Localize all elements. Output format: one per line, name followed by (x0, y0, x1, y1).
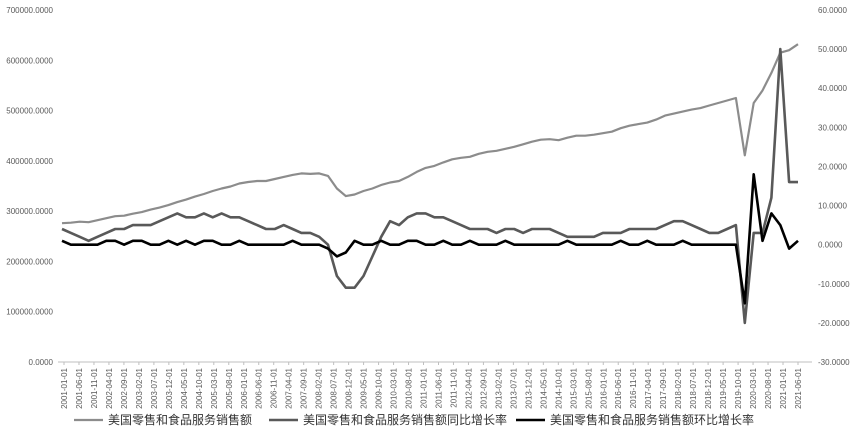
left-tick-label: 500000.0000 (6, 107, 53, 116)
x-tick-label: 2013-12-01 (524, 367, 533, 408)
x-tick-label: 2008-02-01 (315, 367, 324, 408)
x-tick-label: 2016-11-01 (629, 367, 638, 408)
x-tick-label: 2021-01-01 (779, 367, 788, 408)
legend-item-yoy[interactable]: 美国零售和食品服务销售额同比增长率 (269, 412, 507, 427)
x-tick-label: 2010-08-01 (405, 367, 414, 408)
x-tick-label: 2006-01-01 (240, 367, 249, 408)
legend-label-yoy: 美国零售和食品服务销售额同比增长率 (303, 412, 507, 427)
left-tick-label: 100000.0000 (6, 308, 53, 317)
x-tick-label: 2017-04-01 (644, 367, 653, 408)
x-tick-label: 2019-05-01 (719, 367, 728, 408)
x-tick-label: 2006-06-01 (255, 367, 264, 408)
x-tick-label: 2018-02-01 (674, 367, 683, 408)
x-tick-label: 2003-02-01 (135, 367, 144, 408)
x-tick-label: 2011-01-01 (420, 367, 429, 408)
series-line-sales (61, 43, 799, 225)
x-tick-label: 2012-04-01 (464, 367, 473, 408)
right-axis-ticks: -30.0000 -20.0000 -10.0000 0.0000 10.0000 20.… (818, 6, 850, 367)
legend-label-mom: 美国零售和食品服务销售额环比增长率 (550, 412, 754, 427)
legend: 美国零售和食品服务销售额 美国零售和食品服务销售额同比增长率 美国零售和食品服务… (74, 412, 754, 427)
left-tick-label: 200000.0000 (6, 257, 53, 266)
x-tick-label: 2014-10-01 (554, 367, 563, 408)
x-tick-label: 2020-08-01 (764, 367, 773, 408)
x-tick-label: 2007-09-01 (300, 367, 309, 408)
x-tick-label: 2014-05-01 (539, 367, 548, 408)
x-tick-label: 2013-02-01 (494, 367, 503, 408)
x-tick-label: 2010-03-01 (390, 367, 399, 408)
left-tick-label: 600000.0000 (6, 56, 53, 65)
x-tick-label: 2018-07-01 (689, 367, 698, 408)
x-tick-label: 2001-11-01 (90, 367, 99, 408)
x-tick-label: 2002-09-01 (120, 367, 129, 408)
x-tick-label: 2009-10-01 (375, 367, 384, 408)
x-tick-label: 2021-06-01 (794, 367, 803, 408)
x-tick-label: 2003-07-01 (150, 367, 159, 408)
left-tick-label: 700000.0000 (6, 6, 53, 15)
x-tick-label: 2008-07-01 (330, 367, 339, 408)
series-line-mom (61, 173, 799, 305)
x-tick-label: 2019-10-01 (734, 367, 743, 408)
right-tick-label: 30.0000 (818, 123, 847, 132)
x-tick-label: 2015-08-01 (584, 367, 593, 408)
x-tick-label: 2005-03-01 (210, 367, 219, 408)
x-tick-label: 2003-12-01 (165, 367, 174, 408)
left-tick-label: 400000.0000 (6, 157, 53, 166)
left-axis-ticks: 0.0000 100000.0000 200000.0000 300000.0000 4… (6, 6, 53, 367)
right-tick-label: -10.0000 (818, 280, 850, 289)
x-tick-label: 2007-04-01 (285, 367, 294, 408)
x-tick-label: 2001-01-01 (60, 367, 69, 408)
x-tick-label: 2020-03-01 (749, 367, 758, 408)
x-tick-label: 2016-06-01 (614, 367, 623, 408)
x-tick-label: 2009-05-01 (360, 367, 369, 408)
legend-label-sales: 美国零售和食品服务销售额 (108, 412, 252, 427)
left-tick-label: 0.0000 (29, 358, 54, 367)
x-tick-label: 2001-06-01 (75, 367, 84, 408)
x-tick-label: 2017-09-01 (659, 367, 668, 408)
x-tick-label: 2004-10-01 (195, 367, 204, 408)
series-layer (61, 43, 799, 325)
x-tick-label: 2004-05-01 (180, 367, 189, 408)
x-tick-label: 2002-04-01 (105, 367, 114, 408)
right-tick-label: -30.0000 (818, 358, 850, 367)
x-tick-label: 2008-12-01 (345, 367, 354, 408)
legend-item-mom[interactable]: 美国零售和食品服务销售额环比增长率 (516, 412, 754, 427)
x-axis-ticks: 2001-01-01 2001-06-01 2001-11-01 2002-04-01… (60, 362, 803, 409)
right-tick-label: 60.0000 (818, 6, 847, 15)
series-line-yoy (61, 47, 798, 325)
x-tick-label: 2006-11-01 (270, 367, 279, 408)
x-tick-label: 2018-12-01 (704, 367, 713, 408)
right-tick-label: 20.0000 (818, 162, 847, 171)
x-tick-label: 2015-03-01 (569, 367, 578, 408)
x-tick-label: 2005-08-01 (225, 367, 234, 408)
legend-item-sales[interactable]: 美国零售和食品服务销售额 (74, 412, 252, 427)
right-tick-label: 40.0000 (818, 84, 847, 93)
x-tick-label: 2011-11-01 (449, 367, 458, 407)
x-tick-label: 2016-01-01 (599, 367, 608, 408)
x-tick-label: 2012-09-01 (479, 367, 488, 408)
right-tick-label: 0.0000 (818, 241, 843, 250)
right-tick-label: 10.0000 (818, 202, 847, 211)
right-tick-label: -20.0000 (818, 319, 850, 328)
x-tick-label: 2013-07-01 (509, 367, 518, 408)
left-tick-label: 300000.0000 (6, 207, 53, 216)
x-tick-label: 2011-06-01 (434, 367, 443, 408)
right-tick-label: 50.0000 (818, 45, 847, 54)
